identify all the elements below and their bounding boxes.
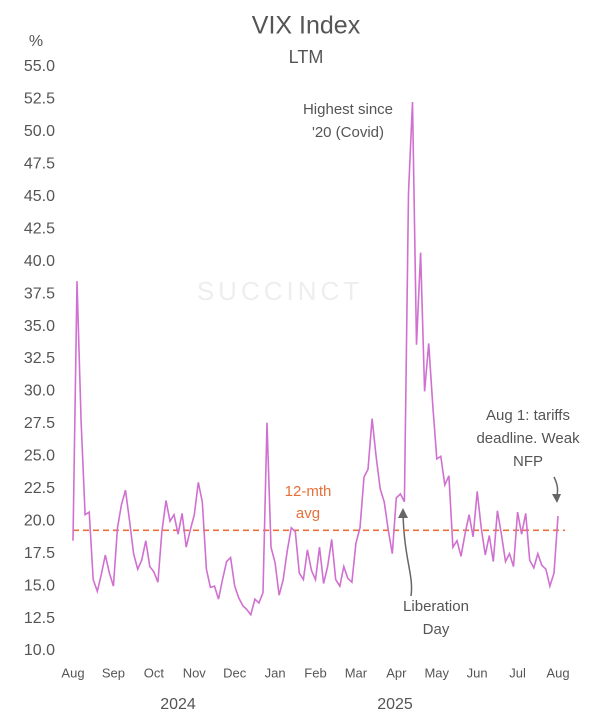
x-tick-label: Jul — [509, 665, 526, 680]
year-label: 2024 — [160, 696, 196, 713]
y-tick-label: 50.0 — [24, 123, 55, 140]
x-tick-label: Jan — [265, 665, 286, 680]
y-tick-label: 52.5 — [24, 91, 55, 108]
y-tick-label: 20.0 — [24, 512, 55, 529]
x-tick-label: Nov — [183, 665, 207, 680]
watermark: SUCCINCT — [197, 276, 363, 306]
y-tick-label: 10.0 — [24, 642, 55, 659]
average-label: avg — [296, 505, 320, 522]
y-tick-label: 12.5 — [24, 610, 55, 627]
y-tick-label: 32.5 — [24, 350, 55, 367]
y-tick-label: 55.0 — [24, 58, 55, 75]
chart-subtitle: LTM — [289, 47, 324, 67]
x-tick-label: Mar — [345, 665, 368, 680]
y-tick-label: 17.5 — [24, 545, 55, 562]
x-tick-label: Aug — [546, 665, 569, 680]
y-tick-label: 30.0 — [24, 383, 55, 400]
arrow — [402, 511, 413, 597]
x-tick-label: Oct — [144, 665, 165, 680]
x-tick-label: Sep — [102, 665, 125, 680]
x-tick-label: Apr — [386, 665, 407, 680]
x-tick-label: Aug — [61, 665, 84, 680]
arrow-head — [398, 508, 408, 518]
y-tick-label: 47.5 — [24, 156, 55, 173]
annotation: Highest since — [303, 101, 393, 118]
chart-title: VIX Index — [252, 12, 361, 40]
annotation: deadline. Weak — [476, 430, 580, 447]
annotation: Liberation — [403, 598, 469, 615]
y-tick-label: 37.5 — [24, 285, 55, 302]
y-tick-label: 45.0 — [24, 188, 55, 205]
average-label: 12-mth — [285, 483, 332, 500]
annotation: Day — [423, 621, 450, 638]
y-unit: % — [29, 33, 43, 50]
y-tick-label: 35.0 — [24, 318, 55, 335]
y-tick-label: 15.0 — [24, 577, 55, 594]
line — [72, 101, 559, 617]
year-label: 2025 — [377, 696, 413, 713]
annotation: Aug 1: tariffs — [486, 407, 570, 424]
arrow-head — [552, 494, 561, 503]
arrow — [553, 476, 559, 497]
y-tick-label: 27.5 — [24, 415, 55, 432]
x-tick-label: Dec — [223, 665, 247, 680]
y-tick-label: 42.5 — [24, 220, 55, 237]
annotation: NFP — [513, 453, 543, 470]
y-tick-label: 25.0 — [24, 448, 55, 465]
x-tick-label: Jun — [467, 665, 488, 680]
y-tick-label: 22.5 — [24, 480, 55, 497]
x-tick-label: May — [424, 665, 449, 680]
annotation: '20 (Covid) — [312, 124, 384, 141]
y-tick-label: 40.0 — [24, 253, 55, 270]
x-tick-label: Feb — [304, 665, 326, 680]
